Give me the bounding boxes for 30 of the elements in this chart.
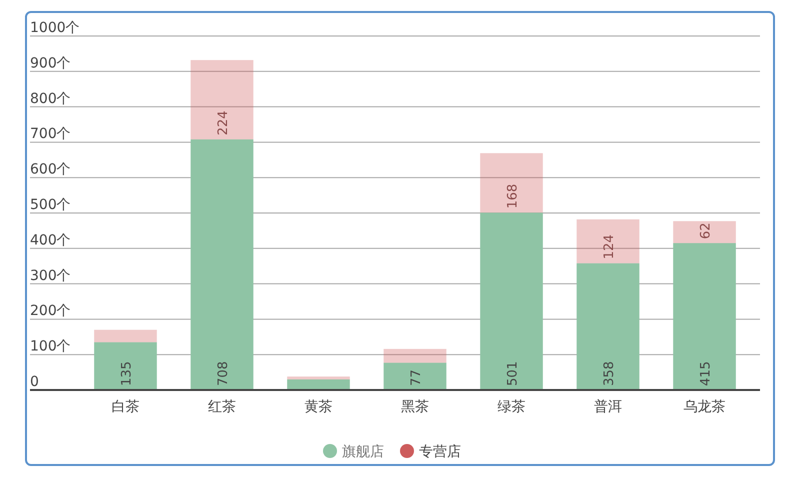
y-tick-label: 600个 — [30, 162, 71, 178]
data-label: 501 — [506, 361, 521, 386]
y-tick-label: 500个 — [30, 197, 71, 213]
data-label: 135 — [119, 361, 134, 386]
x-tick-label: 白茶 — [111, 399, 140, 415]
legend-label: 旗舰店 — [342, 444, 384, 460]
y-tick-label: 0 — [30, 374, 39, 390]
x-tick-label: 黄茶 — [304, 399, 332, 415]
data-label: 358 — [602, 361, 618, 386]
legend-label: 专营店 — [419, 444, 461, 460]
y-tick-label: 200个 — [30, 303, 71, 320]
data-label: 224 — [216, 110, 231, 136]
data-label: 168 — [506, 184, 521, 209]
data-label: 77 — [409, 369, 424, 386]
x-tick-label: 黑茶 — [401, 399, 429, 415]
data-label: 62 — [698, 222, 714, 240]
data-label: 415 — [698, 361, 714, 386]
x-tick-label: 绿茶 — [498, 399, 526, 415]
data-label: 708 — [216, 361, 231, 386]
x-tick-label: 红茶 — [208, 399, 236, 415]
y-tick-label: 100个 — [30, 338, 71, 355]
y-tick-label: 800个 — [30, 90, 71, 107]
y-tick-label: 300个 — [30, 268, 71, 284]
y-tick-label: 1000个 — [30, 20, 80, 36]
y-tick-label: 400个 — [30, 232, 71, 248]
data-label: 124 — [602, 234, 618, 260]
y-tick-label: 700个 — [30, 126, 71, 142]
x-tick-label: 普洱 — [594, 398, 622, 415]
x-tick-label: 乌龙茶 — [684, 399, 726, 415]
y-tick-label: 900个 — [30, 55, 71, 72]
